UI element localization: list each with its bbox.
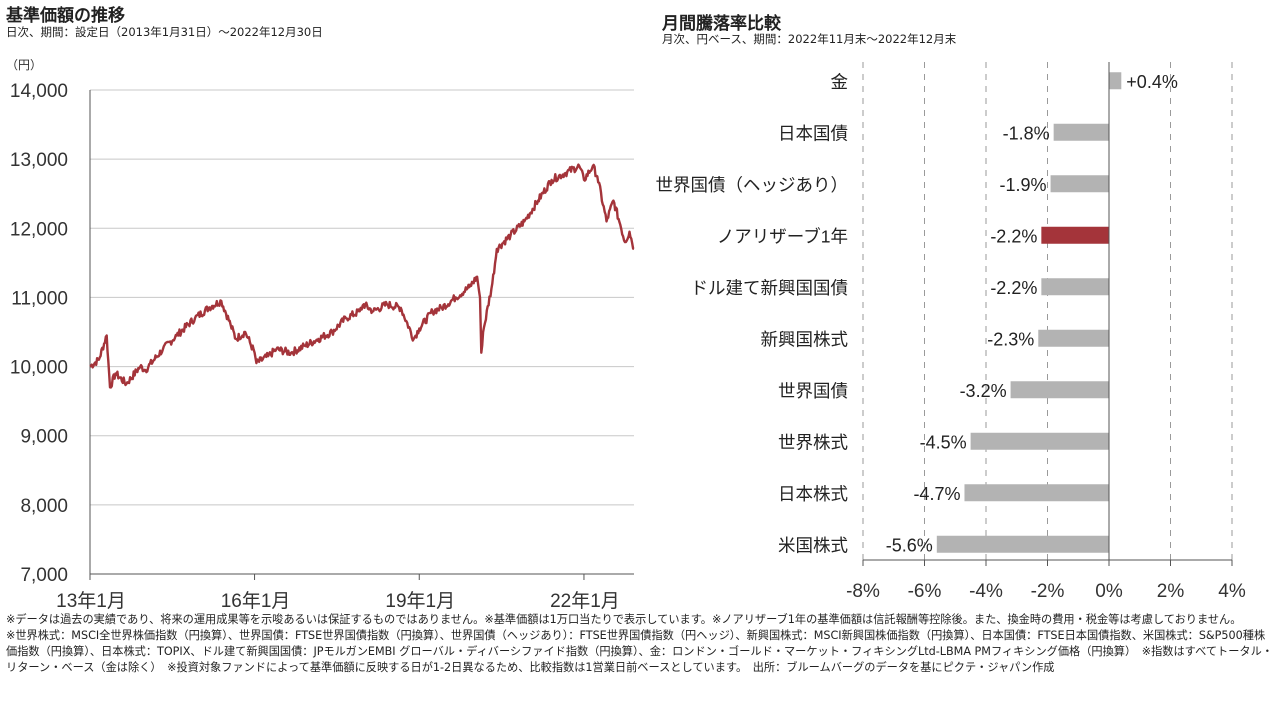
value-label: -5.6% [886,535,933,555]
value-label: -4.7% [913,484,960,504]
bar [1041,278,1109,296]
bar [970,432,1109,450]
monthly-return-bar-chart: -8% -6% -4% -2% 0% 2% 4% 金 +0.4% 日本国債 -1.8% 世界国債（ヘッ… [656,62,1246,602]
left-chart-title: 基準価額の推移 [6,6,125,26]
category-label: ドル建て新興国国債 [691,278,849,298]
value-label: -4.5% [920,432,967,452]
x-tick-label: -4% [969,581,1003,602]
y-tick-label: 12,000 [10,219,68,240]
category-label: 世界株式 [778,432,848,452]
nav-line-chart: 7,000 8,000 9,000 10,000 11,000 12,000 13,000 1… [6,58,635,612]
footnote-disclaimer: ※データは過去の実績であり、将来の運用成果等を示唆あるいは保証するものではありま… [6,613,1242,626]
value-label: -2.3% [987,329,1034,349]
bar [1050,175,1109,193]
category-label: 金 [831,72,849,92]
x-tick-label: 13年1月 [56,590,126,612]
bar [1010,381,1109,399]
value-label: -3.2% [960,381,1007,401]
value-label: +0.4% [1126,72,1178,92]
footnote-index-sources: ※世界株式：MSCI全世界株価指数（円換算）、世界国債：FTSE世界国債指数（円… [6,629,1273,674]
x-tick-label: 16年1月 [221,590,291,612]
right-chart-subtitle: 月次、円ベース、期間：2022年11月末～2022年12月末 [662,32,957,46]
value-label: -2.2% [990,278,1037,298]
category-label: 世界国債（ヘッジあり） [656,175,849,195]
y-tick-label: 8,000 [20,496,68,517]
y-tick-label: 9,000 [20,427,68,448]
nav-series-line [89,163,635,389]
category-label: ノアリザーブ1年 [717,226,848,246]
right-chart-title: 月間騰落率比較 [662,14,781,34]
y-tick-label: 13,000 [10,150,68,171]
x-tick-label: 4% [1218,581,1246,602]
left-chart-subtitle: 日次、期間：設定日（2013年1月31日）～2022年12月30日 [6,25,323,39]
x-tick-label: 0% [1095,581,1123,602]
bar [1109,72,1122,90]
bar [1038,329,1109,347]
y-tick-label: 14,000 [10,81,68,102]
footnotes: ※データは過去の実績であり、将来の運用成果等を示唆あるいは保証するものではありま… [6,612,1274,676]
category-label: 日本株式 [778,484,848,504]
x-tick-label: -6% [908,581,942,602]
value-label: -1.8% [1003,123,1050,143]
bar [1053,123,1109,141]
category-label: 米国株式 [778,535,848,555]
x-tick-label: 2% [1157,581,1185,602]
y-tick-label: 10,000 [10,358,68,379]
x-tick-label: -2% [1031,581,1065,602]
x-tick-label: 22年1月 [550,590,620,612]
bar [1041,226,1109,244]
category-label: 日本国債 [778,123,848,143]
x-tick-label: 19年1月 [385,590,455,612]
value-label: -1.9% [1000,175,1047,195]
bar [936,535,1109,553]
x-tick-label: -8% [846,581,880,602]
value-label: -2.2% [990,226,1037,246]
category-label: 新興国株式 [761,329,849,349]
y-tick-label: 7,000 [20,565,68,586]
category-label: 世界国債 [778,381,848,401]
y-tick-label: 11,000 [11,288,68,309]
y-axis-unit-label: （円） [6,58,42,72]
bar [964,484,1109,502]
